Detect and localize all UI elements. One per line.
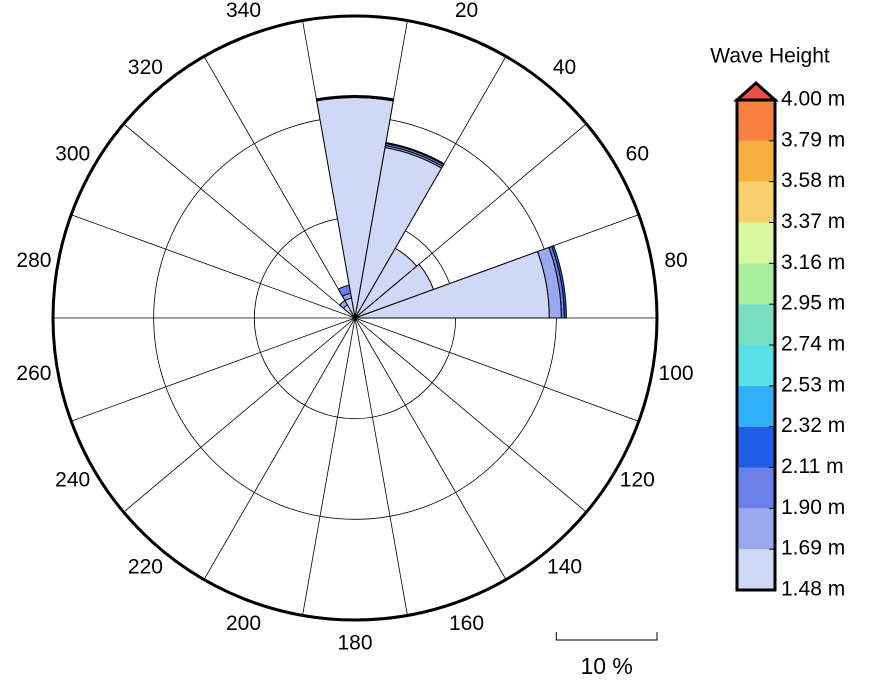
sector-line [302, 317, 356, 616]
direction-label: 320 [128, 56, 163, 79]
colorbar-extend [733, 80, 779, 102]
colorbar-tick-label: 3.58 m [781, 169, 845, 192]
rose-segment [337, 284, 352, 297]
direction-label: 240 [55, 469, 90, 492]
colorbar-swatch [737, 140, 775, 182]
colorbar-swatch [737, 100, 775, 141]
direction-label: 260 [16, 362, 51, 385]
colorbar-tick-label: 2.32 m [781, 414, 845, 437]
colorbar-tick-label: 1.48 m [781, 578, 845, 601]
direction-label: 40 [553, 56, 576, 79]
sector-line [203, 317, 356, 580]
colorbar-tick-label: 3.37 m [781, 210, 845, 233]
sector-line [71, 317, 356, 422]
direction-label: 140 [547, 555, 582, 578]
scale-bar-label: 10 % [580, 653, 632, 679]
colorbar-tick-label: 2.53 m [781, 373, 845, 396]
direction-label: 60 [626, 143, 649, 166]
direction-label: 120 [620, 469, 655, 492]
sector-line [203, 56, 356, 319]
direction-label: 300 [55, 143, 90, 166]
rose-segment [315, 95, 395, 101]
colorbar-tick-label: 2.95 m [781, 292, 845, 315]
colorbar-tick-label: 3.79 m [781, 128, 845, 151]
colorbar-swatch [737, 467, 775, 509]
colorbar-tick-label: 1.69 m [781, 537, 845, 560]
rose-segment [385, 141, 445, 166]
sector-line [354, 317, 639, 422]
colorbar-swatch [737, 181, 775, 223]
colorbar-tick-label: 4.00 m [781, 88, 845, 111]
colorbar-tick-label: 1.90 m [781, 496, 845, 519]
direction-label: 160 [449, 612, 484, 635]
direction-label: 80 [664, 249, 687, 272]
colorbar-swatch [737, 263, 775, 305]
sector-line [123, 123, 356, 319]
colorbar-tick-label: 2.11 m [781, 455, 844, 478]
direction-label: 220 [128, 555, 163, 578]
colorbar-swatch [737, 426, 775, 468]
direction-label: 280 [16, 249, 51, 272]
direction-label: 0 [349, 0, 361, 3]
colorbar-swatch [737, 385, 775, 427]
direction-label: 20 [455, 0, 478, 22]
sector-line [123, 317, 356, 513]
colorbar-swatch [737, 222, 775, 264]
sector-line [354, 317, 507, 580]
direction-label: 100 [659, 362, 694, 385]
rose-segment [551, 245, 567, 319]
direction-label: 200 [226, 612, 261, 635]
colorbar-swatch [737, 304, 775, 345]
direction-label: 180 [337, 632, 372, 655]
colorbar-title: Wave Height [710, 45, 830, 68]
sector-line [354, 317, 408, 616]
colorbar-swatch [737, 508, 775, 550]
direction-label: 340 [226, 0, 261, 22]
colorbar-swatch [737, 345, 775, 386]
colorbar-tick-label: 2.74 m [781, 333, 845, 356]
colorbar-tick-label: 3.16 m [781, 251, 845, 274]
sector-line [354, 317, 587, 513]
scale-bar [555, 632, 658, 641]
sector-line [71, 214, 356, 319]
colorbar-swatch [737, 549, 775, 590]
